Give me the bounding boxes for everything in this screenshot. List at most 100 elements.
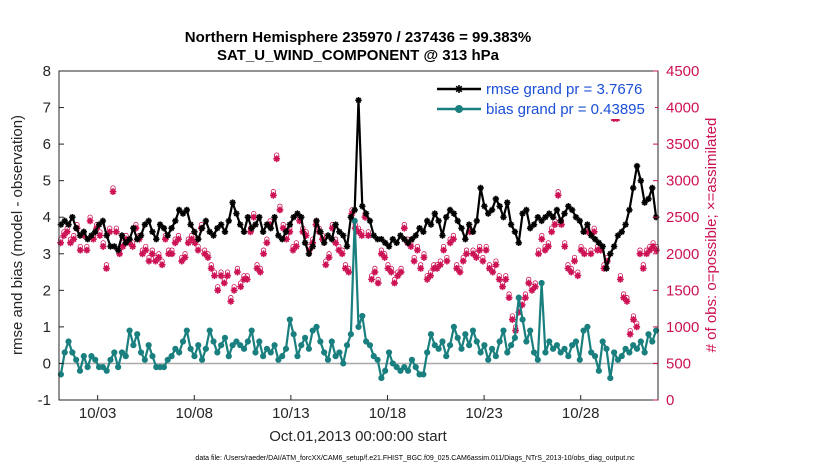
obs-assimilated-point-glyph — [148, 250, 156, 258]
y-axis-right-label: # of obs: o=possible; ×=assimilated — [703, 118, 720, 353]
bias-series-point — [149, 353, 156, 360]
obs-assimilated-point-glyph — [227, 297, 235, 305]
bias-series-point — [649, 338, 656, 345]
obs-assimilated-point — [217, 272, 225, 280]
obs-assimilated-point-glyph — [620, 294, 628, 302]
obs-assimilated-point — [181, 254, 189, 261]
rmse-series-point-glyph — [80, 228, 87, 236]
obs-assimilated-point — [194, 246, 202, 254]
bias-series-point — [569, 342, 576, 349]
bias-series-point — [439, 338, 446, 345]
obs-assimilated-point — [531, 283, 539, 291]
obs-assimilated-point-glyph — [201, 250, 209, 258]
obs-assimilated-point-glyph — [289, 246, 297, 254]
rmse-series-point-glyph — [313, 217, 320, 225]
bias-series-point — [99, 364, 106, 371]
bias-series-point — [298, 342, 305, 349]
obs-assimilated-point — [279, 224, 287, 232]
rmse-series-point — [191, 228, 198, 236]
rmse-series-point — [156, 221, 164, 228]
obs-assimilated-point-glyph — [263, 239, 271, 247]
obs-assimilated-point-glyph — [378, 250, 385, 258]
obs-assimilated-point-glyph — [230, 286, 238, 294]
obs-assimilated-point — [342, 265, 349, 272]
bias-series-point — [76, 367, 84, 374]
obs-assimilated-point-glyph — [381, 254, 389, 261]
obs-assimilated-point — [83, 246, 91, 254]
rmse-series-point — [465, 221, 473, 228]
bias-series-point — [214, 349, 221, 356]
obs-assimilated-point-glyph — [83, 246, 91, 254]
bias-series-point — [397, 367, 404, 374]
bias-series-point — [454, 334, 461, 341]
rmse-series-point-glyph — [546, 210, 553, 217]
obs-assimilated-point-glyph — [492, 261, 500, 269]
obs-assimilated-point — [597, 246, 605, 254]
rmse-series-point — [504, 199, 511, 206]
obs-assimilated-point-glyph — [479, 257, 487, 265]
rmse-series-point — [107, 243, 114, 250]
bias-series-point — [260, 353, 267, 360]
rmse-series-point — [328, 235, 335, 243]
rmse-series-point — [252, 221, 259, 228]
bias-series-point — [263, 345, 271, 352]
obs-assimilated-point-glyph — [522, 294, 529, 302]
rmse-series-point-glyph — [256, 214, 263, 221]
rmse-series-point — [217, 221, 225, 228]
rmse-series-point-glyph — [252, 221, 259, 228]
rmse-series-point-glyph — [626, 206, 633, 214]
obs-assimilated-point — [535, 250, 542, 258]
obs-assimilated-point — [433, 265, 441, 272]
obs-assimilated-point-glyph — [161, 235, 169, 243]
rmse-series-point-glyph — [523, 206, 530, 214]
y-left-tick-label: 5 — [43, 173, 51, 190]
rmse-series-point-glyph — [408, 235, 416, 243]
obs-assimilated-point — [567, 268, 575, 276]
bias-series-point — [301, 334, 309, 341]
bias-series-point — [65, 338, 72, 345]
obs-assimilated-point — [391, 279, 398, 287]
rmse-series-point-glyph — [351, 206, 358, 214]
obs-assimilated-point-glyph — [253, 265, 261, 272]
rmse-series-point-glyph — [404, 239, 412, 247]
obs-assimilated-point — [538, 235, 546, 243]
bias-series-point — [160, 364, 168, 371]
obs-assimilated-point — [577, 246, 585, 254]
bias-series-point — [382, 367, 389, 374]
bias-series-point — [267, 349, 274, 356]
rmse-series-point — [458, 224, 465, 232]
obs-assimilated-point-glyph — [302, 232, 310, 239]
rmse-series-point-glyph — [191, 228, 198, 236]
rmse-series-point — [202, 217, 210, 225]
rmse-series-point-glyph — [301, 239, 309, 247]
obs-assimilated-point-glyph — [283, 235, 290, 243]
obs-assimilated-point-glyph — [220, 279, 228, 287]
obs-assimilated-point-glyph — [306, 246, 313, 254]
legend-bias-marker-glyph — [455, 105, 463, 113]
obs-assimilated-point — [603, 257, 611, 265]
rmse-series-point — [626, 206, 633, 214]
rmse-series-point — [431, 210, 439, 217]
rmse-series-point — [614, 232, 622, 239]
bias-series-point — [580, 327, 587, 334]
rmse-series-point — [298, 214, 305, 221]
obs-assimilated-point-glyph — [535, 250, 542, 258]
obs-assimilated-point — [571, 257, 578, 265]
obs-assimilated-point — [489, 268, 497, 276]
obs-assimilated-point — [456, 268, 464, 276]
rmse-series-point — [481, 203, 488, 210]
rmse-series-point — [153, 235, 160, 243]
obs-assimilated-point-glyph — [361, 213, 369, 221]
bias-series-point — [523, 338, 530, 345]
rmse-series-point-glyph — [385, 243, 393, 250]
obs-assimilated-point-glyph — [279, 224, 287, 232]
rmse-series-point — [511, 228, 519, 236]
obs-assimilated-point-glyph — [175, 235, 182, 243]
rmse-series-point-glyph — [282, 228, 290, 236]
obs-assimilated-point — [518, 301, 526, 309]
obs-assimilated-point — [508, 316, 516, 323]
obs-assimilated-point-glyph — [325, 254, 333, 261]
bias-series-point — [561, 345, 568, 352]
rmse-series-point — [553, 206, 561, 214]
bias-series-point — [614, 356, 622, 363]
